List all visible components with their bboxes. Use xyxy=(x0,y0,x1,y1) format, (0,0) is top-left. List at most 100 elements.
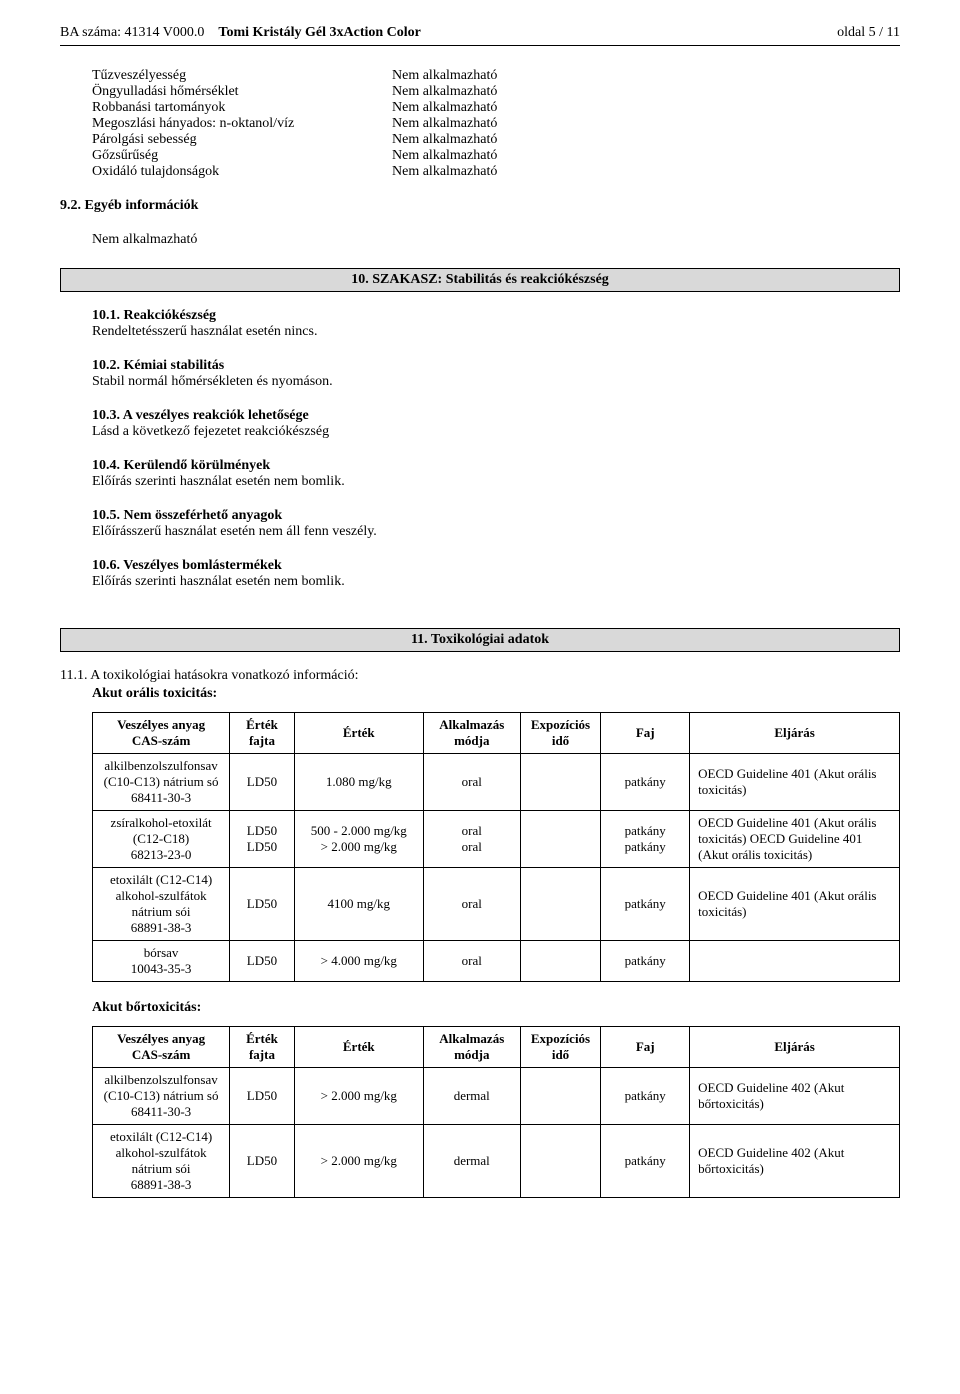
cell-procedure: OECD Guideline 402 (Akut bőrtoxicitás) xyxy=(690,1068,900,1125)
sec-body: Előírásszerű használat esetén nem áll fe… xyxy=(92,524,900,540)
cell-mode: oral xyxy=(423,754,520,811)
page-number: oldal 5 / 11 xyxy=(837,25,900,41)
sec-body: Stabil normál hőmérsékleten és nyomáson. xyxy=(92,374,900,390)
cell-procedure: OECD Guideline 402 (Akut bőrtoxicitás) xyxy=(690,1125,900,1198)
section-9-2-title: 9.2. Egyéb információk xyxy=(60,198,900,214)
th-substance: Veszélyes anyag CAS-szám xyxy=(93,1027,230,1068)
cell-substance: zsíralkohol-etoxilát (C12-C18) 68213-23-… xyxy=(93,811,230,868)
prop-label: Robbanási tartományok xyxy=(92,100,392,116)
sec-body: Előírás szerinti használat esetén nem bo… xyxy=(92,574,900,590)
cell-mode: dermal xyxy=(423,1125,520,1198)
section-10-6: 10.6. Veszélyes bomlástermékek Előírás s… xyxy=(92,558,900,590)
skin-toxicity-heading: Akut bőrtoxicitás: xyxy=(92,1000,900,1016)
section-10-1: 10.1. Reakciókészség Rendeltetésszerű ha… xyxy=(92,308,900,340)
table-row: etoxilált (C12-C14) alkohol-szulfátok ná… xyxy=(93,868,900,941)
cell-species: patkány patkány xyxy=(601,811,690,868)
table-row: alkilbenzolszulfonsav (C10-C13) nátrium … xyxy=(93,754,900,811)
section-11-banner: 11. Toxikológiai adatok xyxy=(60,628,900,652)
sec-title: 10.2. Kémiai stabilitás xyxy=(92,358,900,374)
cell-valtype: LD50 xyxy=(230,1068,295,1125)
cell-valtype: LD50 LD50 xyxy=(230,811,295,868)
prop-label: Oxidáló tulajdonságok xyxy=(92,164,392,180)
sec-body: Előírás szerinti használat esetén nem bo… xyxy=(92,474,900,490)
cell-valtype: LD50 xyxy=(230,868,295,941)
section-10-4: 10.4. Kerülendő körülmények Előírás szer… xyxy=(92,458,900,490)
ba-number: BA száma: 41314 V000.0 xyxy=(60,25,204,41)
cell-procedure xyxy=(690,941,900,982)
prop-value: Nem alkalmazható xyxy=(392,164,497,180)
table-row: bórsav 10043-35-3 LD50 > 4.000 mg/kg ora… xyxy=(93,941,900,982)
cell-exp xyxy=(520,868,601,941)
cell-procedure: OECD Guideline 401 (Akut orális toxicitá… xyxy=(690,754,900,811)
cell-valtype: LD50 xyxy=(230,1125,295,1198)
sec-body: Lásd a következő fejezetet reakciókészsé… xyxy=(92,424,900,440)
product-title: Tomi Kristály Gél 3xAction Color xyxy=(218,25,420,41)
th-valtype: Érték fajta xyxy=(230,713,295,754)
header-divider xyxy=(60,45,900,46)
property-row: Öngyulladási hőmérséklet Nem alkalmazhat… xyxy=(92,84,900,100)
section-10-2: 10.2. Kémiai stabilitás Stabil normál hő… xyxy=(92,358,900,390)
th-valtype: Érték fajta xyxy=(230,1027,295,1068)
properties-list: Tűzveszélyesség Nem alkalmazható Öngyull… xyxy=(92,68,900,180)
th-mode: Alkalmazás módja xyxy=(423,1027,520,1068)
cell-exp xyxy=(520,1125,601,1198)
th-substance: Veszélyes anyag CAS-szám xyxy=(93,713,230,754)
oral-toxicity-table: Veszélyes anyag CAS-szám Érték fajta Ért… xyxy=(92,712,900,982)
sec-11-1-line: 11.1. A toxikológiai hatásokra vonatkozó… xyxy=(60,668,358,683)
cell-mode: oral oral xyxy=(423,811,520,868)
th-procedure: Eljárás xyxy=(690,713,900,754)
property-row: Párolgási sebesség Nem alkalmazható xyxy=(92,132,900,148)
page-header: BA száma: 41314 V000.0 Tomi Kristály Gél… xyxy=(60,25,900,41)
prop-label: Párolgási sebesség xyxy=(92,132,392,148)
dermal-toxicity-table: Veszélyes anyag CAS-szám Érték fajta Ért… xyxy=(92,1026,900,1198)
prop-value: Nem alkalmazható xyxy=(392,100,497,116)
sec-11-1-subtitle: Akut orális toxicitás: xyxy=(92,686,900,702)
cell-substance: alkilbenzolszulfonsav (C10-C13) nátrium … xyxy=(93,1068,230,1125)
th-species: Faj xyxy=(601,713,690,754)
sec-title: 10.6. Veszélyes bomlástermékek xyxy=(92,558,900,574)
cell-exp xyxy=(520,811,601,868)
property-row: Oxidáló tulajdonságok Nem alkalmazható xyxy=(92,164,900,180)
sec-title: 10.5. Nem összeférhető anyagok xyxy=(92,508,900,524)
table-row: zsíralkohol-etoxilát (C12-C18) 68213-23-… xyxy=(93,811,900,868)
section-10-banner: 10. SZAKASZ: Stabilitás és reakciókészsé… xyxy=(60,268,900,292)
prop-value: Nem alkalmazható xyxy=(392,84,497,100)
cell-species: patkány xyxy=(601,941,690,982)
section-10-5: 10.5. Nem összeférhető anyagok Előírássz… xyxy=(92,508,900,540)
th-species: Faj xyxy=(601,1027,690,1068)
cell-value: 1.080 mg/kg xyxy=(294,754,423,811)
property-row: Robbanási tartományok Nem alkalmazható xyxy=(92,100,900,116)
property-row: Gőzsűrűség Nem alkalmazható xyxy=(92,148,900,164)
cell-exp xyxy=(520,1068,601,1125)
prop-value: Nem alkalmazható xyxy=(392,116,497,132)
th-value: Érték xyxy=(294,713,423,754)
th-mode: Alkalmazás módja xyxy=(423,713,520,754)
cell-value: 4100 mg/kg xyxy=(294,868,423,941)
cell-value: > 2.000 mg/kg xyxy=(294,1068,423,1125)
prop-label: Tűzveszélyesség xyxy=(92,68,392,84)
cell-species: patkány xyxy=(601,754,690,811)
property-row: Tűzveszélyesség Nem alkalmazható xyxy=(92,68,900,84)
cell-species: patkány xyxy=(601,1068,690,1125)
property-row: Megoszlási hányados: n-oktanol/víz Nem a… xyxy=(92,116,900,132)
th-value: Érték xyxy=(294,1027,423,1068)
section-9-2-body: Nem alkalmazható xyxy=(92,232,900,248)
sec-title: 10.3. A veszélyes reakciók lehetősége xyxy=(92,408,900,424)
prop-value: Nem alkalmazható xyxy=(392,132,497,148)
sec-title: 10.1. Reakciókészség xyxy=(92,308,900,324)
prop-value: Nem alkalmazható xyxy=(392,68,497,84)
cell-procedure: OECD Guideline 401 (Akut orális toxicitá… xyxy=(690,811,900,868)
cell-species: patkány xyxy=(601,1125,690,1198)
cell-species: patkány xyxy=(601,868,690,941)
cell-exp xyxy=(520,754,601,811)
cell-mode: dermal xyxy=(423,1068,520,1125)
cell-substance: bórsav 10043-35-3 xyxy=(93,941,230,982)
cell-valtype: LD50 xyxy=(230,754,295,811)
cell-value: 500 - 2.000 mg/kg > 2.000 mg/kg xyxy=(294,811,423,868)
table-row: alkilbenzolszulfonsav (C10-C13) nátrium … xyxy=(93,1068,900,1125)
cell-substance: alkilbenzolszulfonsav (C10-C13) nátrium … xyxy=(93,754,230,811)
table-header-row: Veszélyes anyag CAS-szám Érték fajta Ért… xyxy=(93,713,900,754)
cell-valtype: LD50 xyxy=(230,941,295,982)
cell-exp xyxy=(520,941,601,982)
cell-substance: etoxilált (C12-C14) alkohol-szulfátok ná… xyxy=(93,868,230,941)
